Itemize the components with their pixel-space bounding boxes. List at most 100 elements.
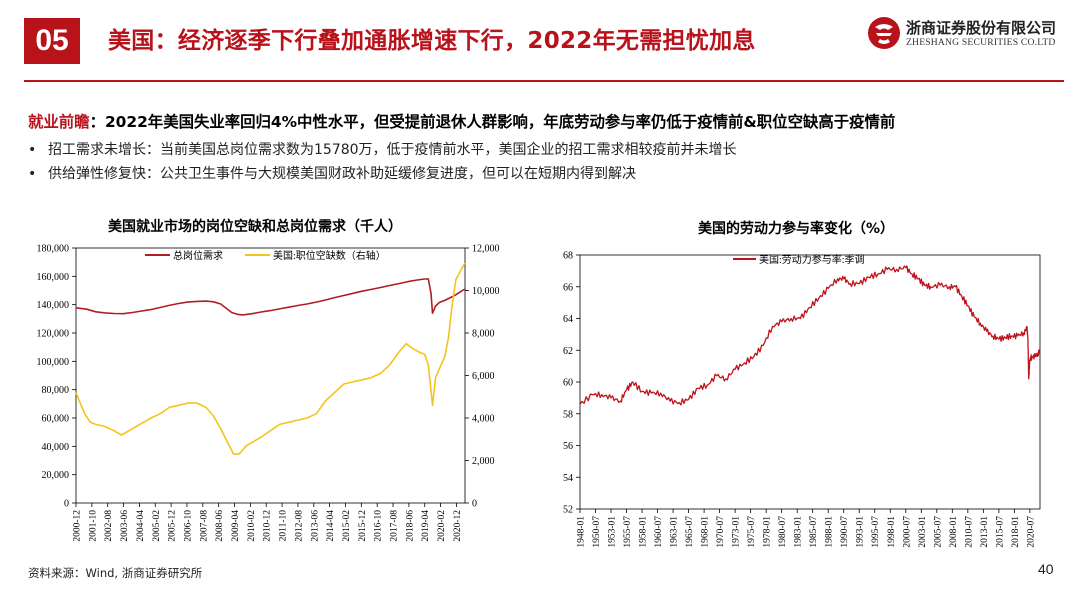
x-tick-label: 2017-08 bbox=[390, 510, 400, 542]
x-tick-label: 2016-10 bbox=[374, 510, 384, 542]
y-tick-label: 140,000 bbox=[37, 300, 70, 311]
y2-tick-label: 8,000 bbox=[472, 329, 495, 340]
x-tick-label: 1970-07 bbox=[716, 516, 726, 548]
x-tick-label: 1948-01 bbox=[577, 516, 587, 548]
x-tick-label: 1950-07 bbox=[592, 516, 602, 548]
x-tick-label: 1960-07 bbox=[654, 516, 664, 548]
x-tick-label: 2003-01 bbox=[918, 516, 928, 548]
y-tick-label: 66 bbox=[563, 282, 573, 293]
chart-title-right: 美国的劳动力参与率变化（%） bbox=[698, 221, 895, 237]
x-tick-label: 2004-04 bbox=[136, 510, 146, 542]
bullet-item: • 供给弹性修复快：公共卫生事件与大规模美国财政补助延缓修复进度，但可以在短期内得… bbox=[28, 163, 636, 183]
bullet-text: 供给弹性修复快：公共卫生事件与大规模美国财政补助延缓修复进度，但可以在短期内得到… bbox=[48, 166, 636, 182]
x-tick-label: 1973-01 bbox=[732, 516, 742, 548]
x-tick-label: 2001-10 bbox=[88, 510, 98, 542]
y2-tick-label: 2,000 bbox=[472, 456, 495, 467]
x-tick-label: 1963-01 bbox=[670, 516, 680, 548]
y-tick-label: 58 bbox=[563, 409, 573, 420]
logo-english-name: ZHESHANG SECURITIES CO.LTD bbox=[906, 37, 1056, 48]
y-tick-label: 64 bbox=[563, 314, 573, 325]
x-tick-label: 2002-08 bbox=[104, 510, 114, 542]
chart-title-left: 美国就业市场的岗位空缺和总岗位需求（千人） bbox=[108, 219, 402, 235]
x-tick-label: 1980-07 bbox=[778, 516, 788, 548]
x-tick-label: 1965-07 bbox=[685, 516, 695, 548]
x-tick-label: 2003-06 bbox=[120, 510, 130, 542]
x-tick-label: 2010-07 bbox=[964, 516, 974, 548]
legend-label: 美国:劳动力参与率:季调 bbox=[759, 253, 865, 266]
legend-label: 美国:职位空缺数（右轴） bbox=[273, 249, 386, 262]
plot-area bbox=[75, 247, 466, 504]
x-tick-label: 1988-01 bbox=[825, 516, 835, 548]
source-note: 资料来源：Wind, 浙商证券研究所 bbox=[28, 566, 203, 580]
series-line-1 bbox=[579, 265, 1041, 406]
lead-text: ：2022年美国失业率回归4%中性水平，但受提前退休人群影响，年底劳动参与率仍低… bbox=[89, 113, 896, 131]
x-tick-label: 2010-12 bbox=[263, 510, 273, 542]
y2-tick-label: 0 bbox=[472, 499, 477, 510]
x-tick-label: 2014-04 bbox=[326, 510, 336, 542]
y-tick-label: 68 bbox=[563, 251, 573, 262]
x-tick-label: 2019-04 bbox=[421, 510, 431, 542]
y-tick-label: 160,000 bbox=[37, 272, 70, 283]
bullet-dot: • bbox=[28, 166, 37, 182]
x-tick-label: 1958-01 bbox=[639, 516, 649, 548]
y-tick-label: 56 bbox=[563, 441, 573, 452]
x-tick-label: 2005-07 bbox=[933, 516, 943, 548]
bullet-text: 招工需求未增长：当前美国总岗位需求数为15780万，低于疫情前水平，美国企业的招… bbox=[48, 142, 737, 158]
x-tick-label: 2013-01 bbox=[980, 516, 990, 548]
y-tick-label: 20,000 bbox=[42, 470, 70, 481]
x-tick-label: 2000-07 bbox=[902, 516, 912, 548]
y2-tick-label: 12,000 bbox=[472, 244, 500, 255]
x-tick-label: 1990-07 bbox=[840, 516, 850, 548]
x-tick-label: 2006-10 bbox=[183, 510, 193, 542]
x-tick-label: 2000-12 bbox=[73, 510, 83, 542]
x-tick-label: 2020-07 bbox=[1026, 516, 1036, 548]
legend-label: 总岗位需求 bbox=[173, 249, 223, 262]
x-tick-label: 2007-08 bbox=[199, 510, 209, 542]
y2-tick-label: 10,000 bbox=[472, 286, 500, 297]
y-tick-label: 80,000 bbox=[42, 385, 70, 396]
x-tick-label: 1978-01 bbox=[763, 516, 773, 548]
x-tick-label: 2008-06 bbox=[215, 510, 225, 542]
y-tick-label: 54 bbox=[563, 473, 573, 484]
x-tick-label: 2018-01 bbox=[1011, 516, 1021, 548]
bullet-dot: • bbox=[28, 142, 37, 158]
x-tick-label: 2005-12 bbox=[168, 510, 178, 542]
series-line-2 bbox=[75, 262, 466, 455]
x-tick-label: 2020-02 bbox=[437, 510, 447, 542]
company-logo-icon bbox=[868, 17, 900, 49]
page-title: 美国：经济逐季下行叠加通胀增速下行，2022年无需担忧加息 bbox=[108, 28, 756, 54]
y-tick-label: 60,000 bbox=[42, 414, 70, 425]
x-tick-label: 2013-06 bbox=[310, 510, 320, 542]
jobs-chart: 0 20,000 40,000 60,000 80,000 100,000 120,000 1… bbox=[37, 244, 500, 542]
logo-chinese-name: 浙商证券股份有限公司 bbox=[906, 19, 1057, 37]
bullet-item: • 招工需求未增长：当前美国总岗位需求数为15780万，低于疫情前水平，美国企业的… bbox=[28, 139, 737, 159]
x-tick-label: 2011-10 bbox=[279, 510, 289, 542]
company-logo: 浙商证券股份有限公司 ZHESHANG SECURITIES CO.LTD bbox=[866, 15, 1066, 55]
x-tick-label: 2015-12 bbox=[358, 510, 368, 542]
y-tick-label: 62 bbox=[563, 346, 573, 357]
x-tick-label: 1993-01 bbox=[856, 516, 866, 548]
x-tick-label: 2012-08 bbox=[294, 510, 304, 542]
x-tick-label: 1955-07 bbox=[623, 516, 633, 548]
y-tick-label: 0 bbox=[64, 499, 69, 510]
y-tick-label: 60 bbox=[563, 378, 573, 389]
lead-statement: 就业前瞻：2022年美国失业率回归4%中性水平，但受提前退休人群影响，年底劳动参… bbox=[28, 110, 895, 132]
series-line-1 bbox=[75, 278, 466, 316]
x-tick-label: 1985-07 bbox=[809, 516, 819, 548]
plot-area bbox=[579, 254, 1041, 510]
x-tick-label: 1968-01 bbox=[701, 516, 711, 548]
x-tick-label: 1998-01 bbox=[887, 516, 897, 548]
x-tick-label: 1983-01 bbox=[794, 516, 804, 548]
participation-chart: 52 54 56 58 60 62 64 66 68 1948-01 1950-07 1953-01… bbox=[563, 251, 1041, 548]
y-tick-label: 120,000 bbox=[37, 329, 70, 340]
x-tick-label: 2015-02 bbox=[342, 510, 352, 542]
y-tick-label: 180,000 bbox=[37, 244, 70, 255]
x-tick-label: 1953-01 bbox=[608, 516, 618, 548]
x-tick-label: 2018-06 bbox=[405, 510, 415, 542]
x-tick-label: 2009-04 bbox=[231, 510, 241, 542]
x-tick-label: 2020-12 bbox=[453, 510, 463, 542]
page-number: 40 bbox=[1038, 561, 1054, 577]
x-tick-label: 2010-02 bbox=[247, 510, 257, 542]
x-tick-label: 2005-02 bbox=[152, 510, 162, 542]
x-tick-label: 1975-07 bbox=[747, 516, 757, 548]
